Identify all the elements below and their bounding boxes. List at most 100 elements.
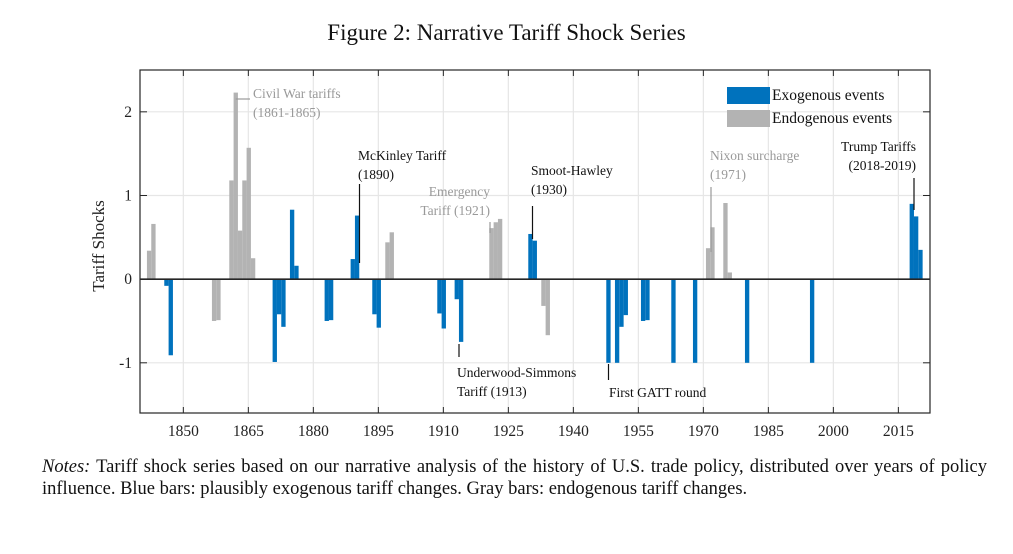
- endogenous-bar-1864: [242, 180, 247, 280]
- exogenous-bar-1873: [281, 279, 286, 327]
- x-tick-label: 1850: [168, 423, 199, 440]
- exogenous-bar-1846: [164, 279, 169, 286]
- endogenous-bar-1923: [497, 218, 503, 280]
- endogenous-bar-1975: [723, 203, 728, 280]
- emergency-annotation-label: Tariff (1921): [420, 203, 490, 218]
- x-tick-label: 1970: [688, 423, 719, 440]
- y-tick-label: 2: [124, 104, 132, 121]
- endogenous-bar-1922: [493, 222, 498, 280]
- exogenous-bar-1875: [289, 209, 295, 280]
- exogenous-bar-1871: [272, 279, 277, 362]
- legend-swatch-endogenous: [727, 110, 770, 127]
- exogenous-bar-1930: [528, 233, 533, 280]
- nixon-annotation-label: (1971): [710, 167, 746, 182]
- legend-label-exogenous: Exogenous events: [772, 87, 884, 104]
- exogenous-bar-2019: [913, 216, 919, 280]
- mckinley-annotation-label: McKinley Tariff: [358, 148, 447, 163]
- x-tick-label: 1895: [363, 423, 394, 440]
- x-tick-label: 1880: [298, 423, 329, 440]
- x-tick-label: 2000: [818, 423, 849, 440]
- exogenous-bar-1872: [276, 279, 282, 315]
- exogenous-bar-1948: [606, 279, 611, 363]
- y-tick-label: -1: [119, 355, 132, 372]
- exogenous-bar-1952: [623, 279, 628, 316]
- endogenous-bar-1933: [541, 279, 546, 306]
- endogenous-bar-1862: [233, 92, 238, 280]
- x-tick-label: 1985: [753, 423, 784, 440]
- exogenous-bar-1876: [294, 265, 299, 280]
- exogenous-bar-2018: [909, 203, 914, 280]
- nixon-annotation-label: Nixon surcharge: [710, 148, 799, 163]
- exogenous-bar-1957: [645, 279, 650, 321]
- x-tick-label: 1865: [233, 423, 264, 440]
- emergency-annotation-label: Emergency: [429, 184, 490, 199]
- endogenous-bar-1898: [389, 232, 394, 280]
- exogenous-bar-1910: [441, 279, 446, 329]
- endogenous-bar-1976: [727, 272, 732, 280]
- endogenous-bar-1971: [705, 248, 711, 280]
- exogenous-bar-1951: [619, 279, 624, 327]
- annotations-layer: Civil War tariffs (1861-1865) McKinley Tar…: [235, 86, 917, 400]
- x-tick-label: 1910: [428, 423, 459, 440]
- x-tick-label: 2015: [883, 423, 914, 440]
- exogenous-bar-1883: [324, 279, 329, 321]
- endogenous-bar-1861: [229, 180, 234, 280]
- trump-annotation-label: (2018-2019): [849, 158, 917, 173]
- endogenous-bar-1866: [250, 258, 256, 280]
- axes-layer: 1850 1865 1880 1895 1910 1925 1940 1955 1970 1985…: [119, 69, 931, 440]
- exogenous-bar-1894: [372, 279, 377, 315]
- endogenous-bar-1921: [489, 228, 494, 280]
- exogenous-bar-1980: [744, 279, 750, 363]
- exogenous-bar-1931: [532, 240, 537, 280]
- exogenous-bar-1950: [614, 279, 620, 363]
- endogenous-bar-1934: [545, 279, 550, 336]
- endogenous-bar-1857: [211, 279, 217, 321]
- y-axis-title: Tariff Shocks: [89, 200, 108, 292]
- underwood-annotation-label: Tariff (1913): [457, 384, 527, 399]
- exogenous-bar-1895: [376, 279, 381, 328]
- figure-notes: Notes: Tariff shock series based on our …: [42, 456, 987, 500]
- x-tick-label: 1940: [558, 423, 589, 440]
- exogenous-bar-1956: [640, 279, 646, 321]
- x-tick-label: 1925: [493, 423, 524, 440]
- civil-war-annotation-label: (1861-1865): [253, 105, 321, 120]
- tariff-shock-chart: 1850 1865 1880 1895 1910 1925 1940 1955 1970 1985…: [89, 69, 931, 440]
- x-tick-label: 1955: [623, 423, 654, 440]
- grid-layer: [140, 70, 930, 413]
- civil-war-annotation-label: Civil War tariffs: [253, 86, 341, 101]
- y-tick-label: 1: [124, 187, 132, 204]
- smoot-hawley-annotation-label: (1930): [531, 182, 567, 197]
- exogenous-bar-1884: [328, 279, 334, 321]
- endogenous-bar-1842: [146, 250, 152, 280]
- exogenous-bar-1909: [437, 279, 442, 314]
- endogenous-bar-1972: [710, 227, 715, 280]
- notes-lead: Notes:: [42, 457, 91, 477]
- endogenous-bar-1863: [237, 230, 243, 280]
- exogenous-bar-1968: [692, 279, 698, 363]
- legend-swatch-exogenous: [727, 87, 770, 104]
- smoot-hawley-annotation-label: Smoot-Hawley: [531, 163, 613, 178]
- endogenous-bar-1843: [151, 223, 156, 280]
- plot-frame: [139, 69, 931, 414]
- mckinley-annotation-label: (1890): [358, 167, 394, 182]
- figure-title: Figure 2: Narrative Tariff Shock Series: [327, 20, 686, 45]
- legend: Exogenous events Endogenous events: [727, 87, 892, 127]
- endogenous-bar-1865: [246, 147, 251, 280]
- y-tick-label: 0: [124, 271, 132, 288]
- exogenous-bar-1963: [671, 279, 676, 363]
- trump-annotation-label: Trump Tariffs: [841, 139, 916, 154]
- exogenous-bar-1890: [354, 215, 360, 280]
- exogenous-bar-2020: [918, 249, 923, 280]
- gatt-annotation-label: First GATT round: [609, 385, 707, 400]
- exogenous-bar-1913: [454, 279, 459, 300]
- exogenous-bar-1914: [458, 279, 464, 342]
- bars-layer: [146, 92, 923, 363]
- notes-body: Tariff shock series based on our narrati…: [42, 457, 987, 499]
- legend-label-endogenous: Endogenous events: [772, 110, 892, 127]
- exogenous-bar-1995: [809, 279, 815, 363]
- underwood-annotation-label: Underwood-Simmons: [457, 365, 576, 380]
- exogenous-bar-1847: [168, 279, 173, 356]
- endogenous-bar-1858: [216, 279, 221, 321]
- endogenous-bar-1897: [385, 242, 390, 280]
- exogenous-bar-1889: [350, 259, 355, 280]
